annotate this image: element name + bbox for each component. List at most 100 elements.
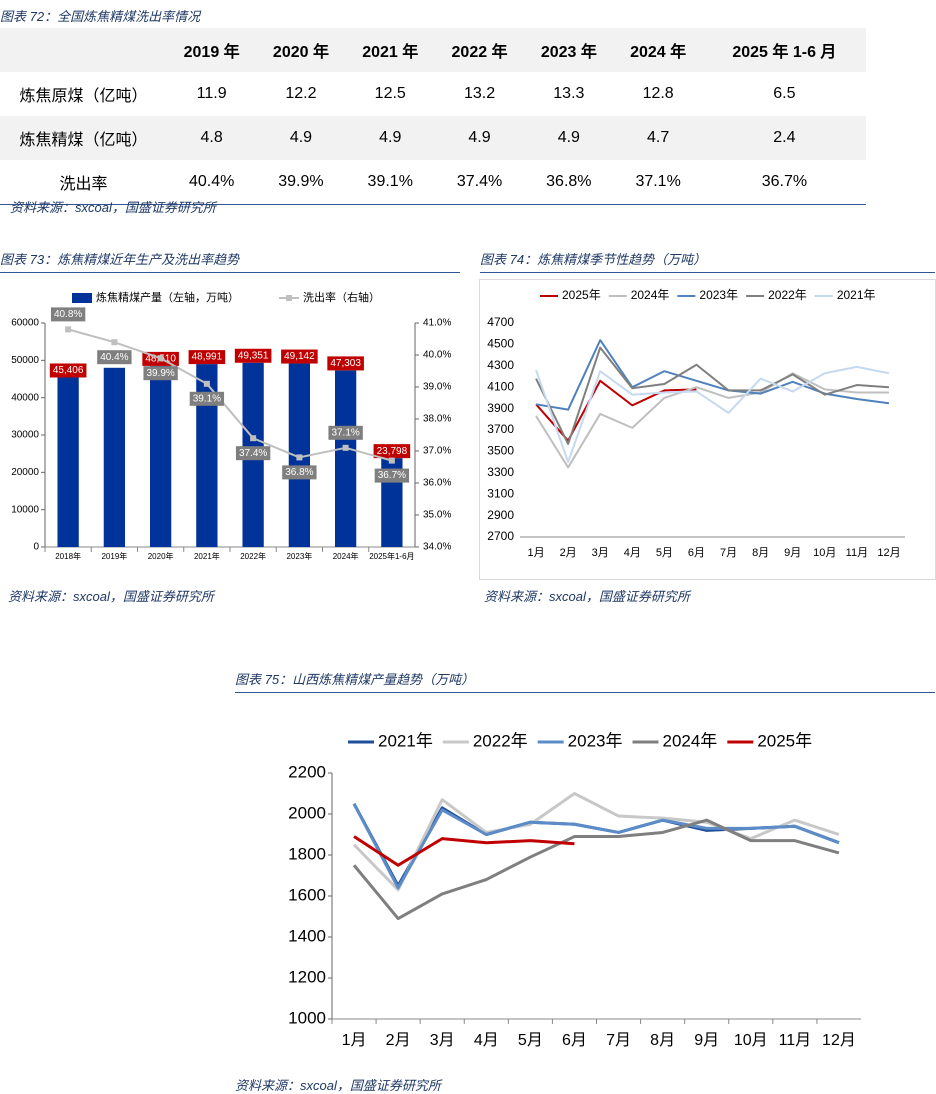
point [65, 326, 72, 333]
x-tick-label: 8月 [650, 1032, 675, 1049]
point [157, 355, 164, 362]
legend-label: 2022年 [473, 731, 528, 750]
line [352, 818, 840, 921]
line-label: 40.8% [54, 309, 82, 320]
cell: 36.7% [702, 160, 866, 205]
cell: 11.9 [196, 85, 227, 102]
y-tick-label: 1600 [288, 885, 326, 904]
x-tick-label: 12月 [822, 1032, 856, 1049]
line [535, 339, 890, 411]
chart: 1000 1200 1400 1600 1800 2000 2200 1月 2月 3月 4月 5月 6月… [288, 731, 861, 1049]
x-tick-label: 6月 [562, 1032, 587, 1049]
y2-tick-label: 38.0% [423, 414, 451, 425]
y-tick-label: 3900 [487, 401, 514, 415]
y-tick-label: 20000 [11, 467, 39, 478]
bar-label-box [188, 350, 226, 365]
point [388, 457, 395, 464]
y-tick-label: 1000 [288, 1008, 326, 1027]
line-label-box [282, 465, 317, 480]
chart-source: 资料来源：sxcoal，国盛证券研究所 [484, 589, 690, 604]
x-tick-label: 2018年 [55, 551, 81, 561]
y-tick-label: 10000 [11, 504, 39, 515]
y2-tick-label: 36.0% [423, 478, 451, 489]
cell: 12.2 [285, 85, 317, 102]
bar-label-box [281, 349, 318, 364]
row-label: 炼焦精煤（亿吨） [19, 132, 148, 149]
y-tick-label: 50000 [11, 355, 39, 366]
line-label: 37.1% [331, 427, 359, 438]
chart-source: 资料来源：sxcoal，国盛证券研究所 [8, 589, 214, 604]
x-tick-label: 1月 [527, 547, 544, 559]
line [352, 803, 840, 888]
y-tick-label: 4700 [487, 315, 514, 329]
bar-label: 48,991 [192, 352, 223, 363]
line [535, 346, 890, 445]
x-tick-label: 10月 [813, 547, 836, 559]
cell: 12.5 [374, 85, 406, 102]
chart: 2700 2900 3100 3300 3500 3700 3900 4100 4300 4500… [479, 279, 936, 580]
y-tick-label: 1400 [288, 926, 326, 945]
y-tick-label: 1800 [288, 844, 326, 863]
bar-label: 23,798 [377, 446, 408, 457]
y-tick-label: 4300 [487, 358, 514, 372]
cell: 6.5 [773, 85, 796, 102]
chart-source: 资料来源：sxcoal，国盛证券研究所 [235, 1078, 441, 1093]
cell: 2.4 [773, 129, 796, 146]
legend-label: 炼焦精煤产量（左轴，万吨） [96, 290, 239, 304]
x-tick-label: 11月 [779, 1032, 812, 1049]
point [296, 454, 303, 461]
point [250, 435, 257, 442]
line-label: 37.4% [239, 448, 267, 459]
y2-tick-label: 41.0% [423, 318, 451, 329]
legend-label: 2023年 [699, 288, 738, 302]
y-tick-label: 4500 [487, 337, 514, 351]
cell: 39.9% [256, 160, 346, 205]
cell: 4.9 [289, 129, 313, 146]
bar-label: 49,142 [284, 351, 315, 362]
y-tick-label: 2000 [288, 803, 326, 822]
legend-label: 2021年 [378, 731, 433, 750]
line [535, 372, 889, 469]
y2-tick-label: 40.0% [423, 350, 451, 361]
column-header: 2019 年 [183, 44, 240, 61]
x-tick-label: 1月 [342, 1032, 367, 1049]
chart: 0 10000 20000 30000 40000 50000 60000 34.0% 35.0… [11, 290, 451, 561]
line [67, 328, 393, 462]
x-tick-label: 5月 [656, 547, 673, 559]
line-label: 36.8% [285, 467, 313, 478]
cell: 13.2 [463, 85, 496, 102]
line [352, 792, 840, 892]
y2-tick-label: 34.0% [423, 542, 451, 553]
y-tick-label: 0 [33, 542, 39, 553]
line-label-box [328, 425, 363, 440]
x-tick-label: 4月 [474, 1032, 499, 1049]
y2-tick-label: 35.0% [423, 510, 451, 521]
bar-label: 45,406 [53, 365, 84, 376]
corner [0, 28, 167, 72]
table-source: 资料来源：sxcoal，国盛证券研究所 [10, 200, 216, 215]
x-tick-label: 2月 [386, 1032, 411, 1049]
bar-label-box [373, 444, 411, 459]
x-tick-label: 3月 [430, 1032, 455, 1049]
line [353, 835, 575, 867]
cell: 4.7 [647, 129, 670, 146]
cell: 4.9 [557, 129, 580, 146]
x-tick-label: 5月 [518, 1032, 543, 1049]
legend-label: 2024年 [631, 288, 670, 302]
table-row: 炼焦原煤（亿吨） 11.9 12.2 12.5 13.2 13.3 12.8 6.5 [0, 72, 866, 116]
cell: 37.4% [434, 160, 525, 205]
column-header: 2024 年 [630, 44, 687, 61]
line-label-box [189, 391, 225, 406]
bar [334, 370, 357, 547]
line-label-box [374, 468, 410, 483]
cell: 4.9 [468, 129, 491, 146]
point [342, 444, 349, 451]
line-label: 40.4% [100, 352, 128, 363]
x-tick-label: 2020年 [148, 551, 174, 561]
cell: 39.1% [345, 160, 435, 205]
legend-label: 2021年 [837, 288, 876, 302]
bar [103, 367, 126, 547]
y-tick-label: 40000 [11, 392, 39, 403]
cell: 4.9 [379, 129, 402, 146]
